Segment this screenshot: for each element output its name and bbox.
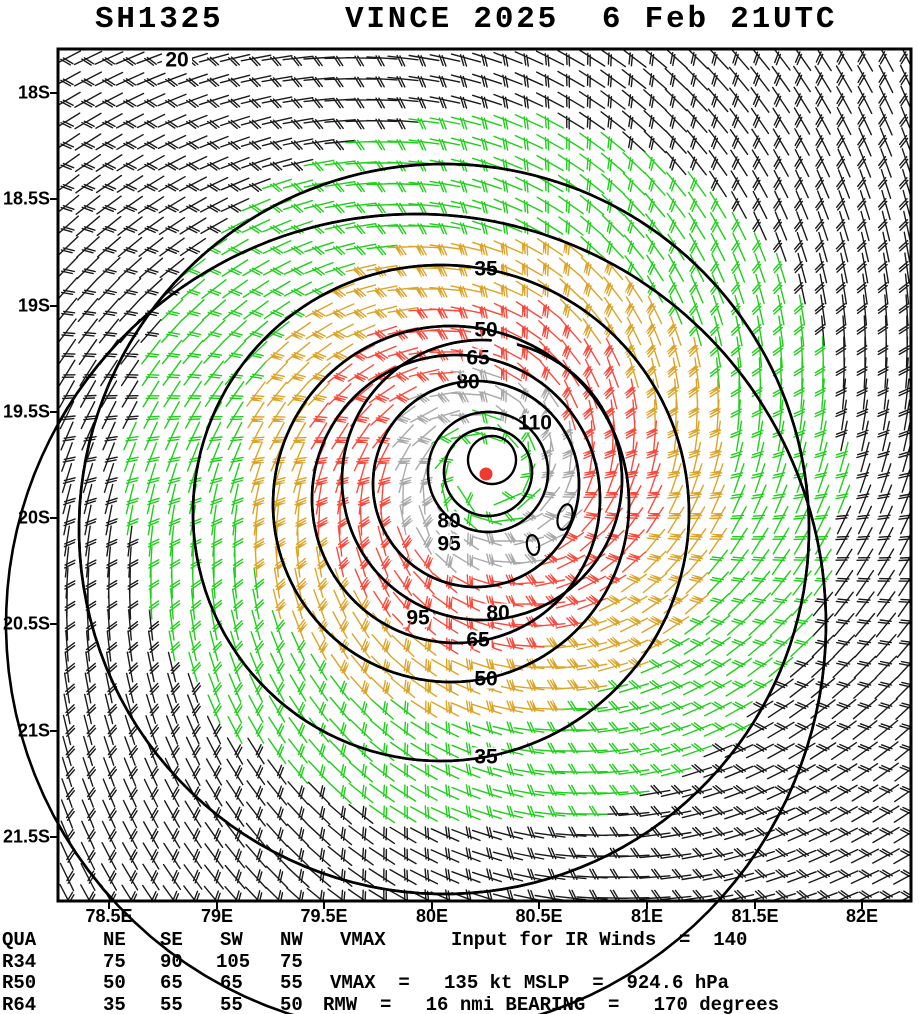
svg-text:80: 80	[437, 510, 460, 533]
svg-text:20: 20	[165, 49, 188, 72]
